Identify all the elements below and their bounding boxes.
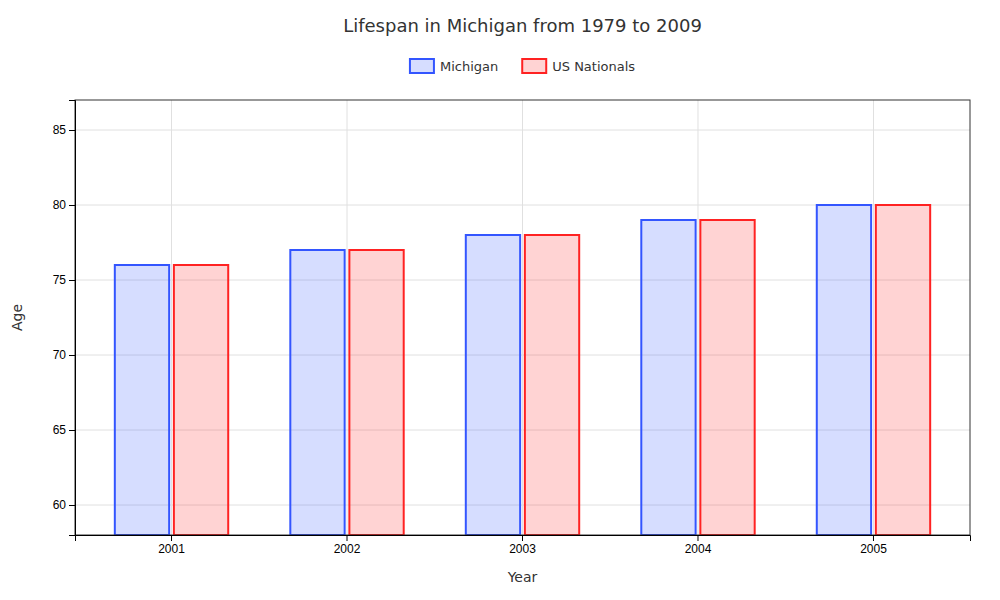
y-tick-mark bbox=[69, 505, 75, 506]
x-tick-mark bbox=[171, 535, 172, 541]
y-axis-line bbox=[69, 101, 76, 536]
legend-label: US Nationals bbox=[552, 59, 635, 74]
bar bbox=[174, 265, 228, 535]
title: Lifespan in Michigan from 1979 to 2009 bbox=[343, 15, 702, 36]
grid-line-x bbox=[171, 100, 172, 535]
x-tick: 2002 bbox=[334, 535, 361, 556]
x-tick-label: 2004 bbox=[685, 542, 712, 556]
legend-label: Michigan bbox=[440, 59, 498, 74]
bar bbox=[525, 235, 579, 535]
bar bbox=[876, 205, 930, 535]
legend-swatch bbox=[410, 59, 434, 73]
y-tick: 65 bbox=[53, 423, 75, 437]
x-tick: 2004 bbox=[685, 535, 712, 556]
y-tick: 85 bbox=[53, 123, 75, 137]
bar-series bbox=[174, 205, 930, 535]
legend-swatch bbox=[522, 59, 546, 73]
grid-line-x bbox=[873, 100, 874, 535]
bar bbox=[641, 220, 695, 535]
grid bbox=[75, 100, 970, 535]
legend-item: Michigan bbox=[410, 59, 498, 74]
x-tick-mark bbox=[347, 535, 348, 541]
x-tick: 2005 bbox=[860, 535, 887, 556]
x-tick-label: 2001 bbox=[158, 542, 185, 556]
legend: Michigan US Nationals bbox=[410, 59, 635, 74]
y-axis-title: Age bbox=[9, 304, 25, 331]
x-tick-label: 2003 bbox=[509, 542, 536, 556]
y-tick-label: 85 bbox=[53, 123, 67, 137]
y-tick: 80 bbox=[53, 198, 75, 212]
plot-frame bbox=[75, 100, 970, 535]
x-axis-title: Year bbox=[507, 569, 538, 585]
y-tick: 75 bbox=[53, 273, 75, 287]
plot: 2001 2002 2003 2004 2005 60 65 70 75 80 85 bbox=[53, 100, 971, 556]
y-tick: 70 bbox=[53, 348, 75, 362]
y-tick-label: 80 bbox=[53, 198, 67, 212]
y-tick-mark bbox=[69, 430, 75, 431]
x-tick-mark bbox=[697, 535, 698, 541]
bars bbox=[115, 205, 930, 535]
bar bbox=[466, 235, 520, 535]
x-tick-label: 2002 bbox=[334, 542, 361, 556]
bar bbox=[349, 250, 403, 535]
chart: 2001 2002 2003 2004 2005 60 65 70 75 80 85 Year Age L… bbox=[0, 0, 1000, 600]
y-tick-mark bbox=[69, 130, 75, 131]
y-tick: 60 bbox=[53, 498, 75, 512]
bar bbox=[817, 205, 871, 535]
y-tick-mark bbox=[69, 280, 75, 281]
x-tick: 2001 bbox=[158, 535, 185, 556]
x-tick: 2003 bbox=[509, 535, 536, 556]
bar-series bbox=[115, 205, 871, 535]
grid-line-x bbox=[347, 100, 348, 535]
x-axis-line bbox=[76, 536, 971, 542]
x-axis: 2001 2002 2003 2004 2005 bbox=[76, 535, 971, 556]
y-tick-label: 75 bbox=[53, 273, 67, 287]
x-tick-mark bbox=[873, 535, 874, 541]
bar bbox=[115, 265, 169, 535]
bar bbox=[700, 220, 754, 535]
legend-item: US Nationals bbox=[522, 59, 635, 74]
x-tick-mark bbox=[522, 535, 523, 541]
bar bbox=[290, 250, 344, 535]
y-tick-label: 60 bbox=[53, 498, 67, 512]
x-tick-label: 2005 bbox=[860, 542, 887, 556]
y-tick-mark bbox=[69, 355, 75, 356]
grid-line-x bbox=[522, 100, 523, 535]
y-tick-mark bbox=[69, 205, 75, 206]
y-axis: 60 65 70 75 80 85 bbox=[53, 101, 76, 536]
y-tick-label: 70 bbox=[53, 348, 67, 362]
y-tick-label: 65 bbox=[53, 423, 67, 437]
grid-line-x bbox=[697, 100, 698, 535]
